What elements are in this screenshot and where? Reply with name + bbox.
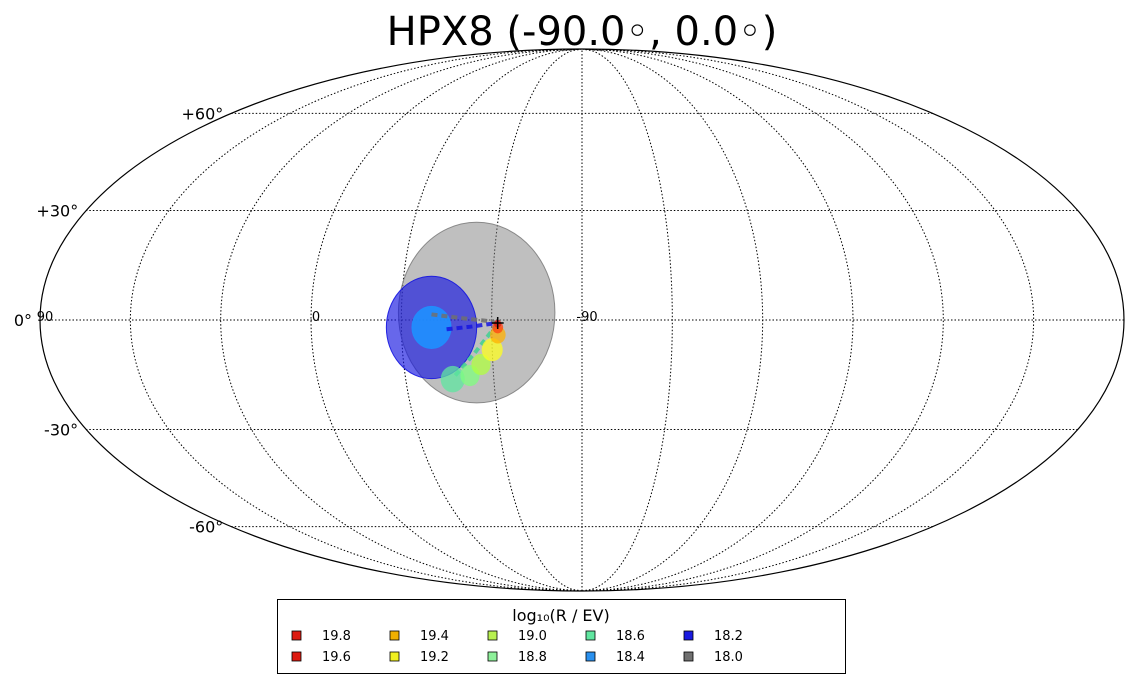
legend-swatch bbox=[389, 630, 400, 641]
spot-19-2 bbox=[481, 338, 503, 362]
source-marker bbox=[491, 316, 504, 329]
legend-swatch bbox=[487, 651, 498, 662]
legend-label: 18.8 bbox=[518, 650, 547, 665]
lon-tick-label: 0 bbox=[312, 310, 320, 325]
legend-label: 19.0 bbox=[518, 629, 547, 644]
energy-spots bbox=[440, 316, 506, 393]
legend-label: 19.2 bbox=[420, 650, 449, 665]
sky-outline bbox=[39, 48, 1125, 592]
legend-swatch bbox=[585, 630, 596, 641]
meridian-line bbox=[581, 48, 764, 592]
legend-label: 18.2 bbox=[714, 629, 743, 644]
meridian-line bbox=[220, 48, 583, 592]
track-18-2 bbox=[446, 320, 498, 332]
legend-swatch bbox=[291, 630, 302, 641]
spot-19-0 bbox=[471, 353, 491, 376]
legend: log₁₀(R / EV) 19.8 19.6 19.4 19.2 19.0 18.8 18… bbox=[277, 599, 846, 674]
region-18-4 bbox=[411, 305, 452, 350]
lat-tick-label: -60° bbox=[189, 518, 223, 537]
lat-tick-label: -30° bbox=[44, 420, 78, 439]
legend-title: log₁₀(R / EV) bbox=[512, 606, 609, 625]
legend-swatch bbox=[291, 651, 302, 662]
lat-tick-label: 0° bbox=[14, 311, 32, 330]
track-18-6 bbox=[453, 322, 500, 377]
legend-swatch bbox=[585, 651, 596, 662]
lat-tick-label: +60° bbox=[181, 104, 223, 123]
meridian-line bbox=[581, 48, 673, 592]
deflection-tracks bbox=[431, 312, 500, 377]
meridian-line bbox=[129, 48, 583, 592]
legend-box bbox=[277, 599, 846, 674]
legend-label: 18.0 bbox=[714, 650, 743, 665]
lon-tick-label: 90 bbox=[37, 310, 54, 325]
meridian-line bbox=[581, 48, 944, 592]
legend-label: 19.8 bbox=[322, 629, 351, 644]
legend-label: 18.6 bbox=[616, 629, 645, 644]
legend-swatch bbox=[487, 630, 498, 641]
credible-regions bbox=[385, 221, 556, 404]
legend-swatch bbox=[683, 630, 694, 641]
legend-swatch bbox=[683, 651, 694, 662]
spot-18-6 bbox=[440, 365, 465, 393]
legend-swatch bbox=[389, 651, 400, 662]
meridian-line bbox=[581, 48, 1035, 592]
sky-boundary bbox=[39, 48, 1125, 592]
legend-label: 19.6 bbox=[322, 650, 351, 665]
lon-tick-label: -90 bbox=[576, 310, 597, 325]
legend-label: 19.4 bbox=[420, 629, 449, 644]
legend-label: 18.4 bbox=[616, 650, 645, 665]
chart-title: HPX8 (-90.0◦, 0.0◦) bbox=[387, 9, 778, 55]
axis-labels: +60° +30° 0° -30° -60° 90 0 -90 bbox=[14, 104, 598, 536]
legend-entries: 19.8 19.6 19.4 19.2 19.0 18.8 18.6 18.4 18.2 18.0 bbox=[291, 629, 743, 665]
lat-tick-label: +30° bbox=[36, 202, 78, 221]
